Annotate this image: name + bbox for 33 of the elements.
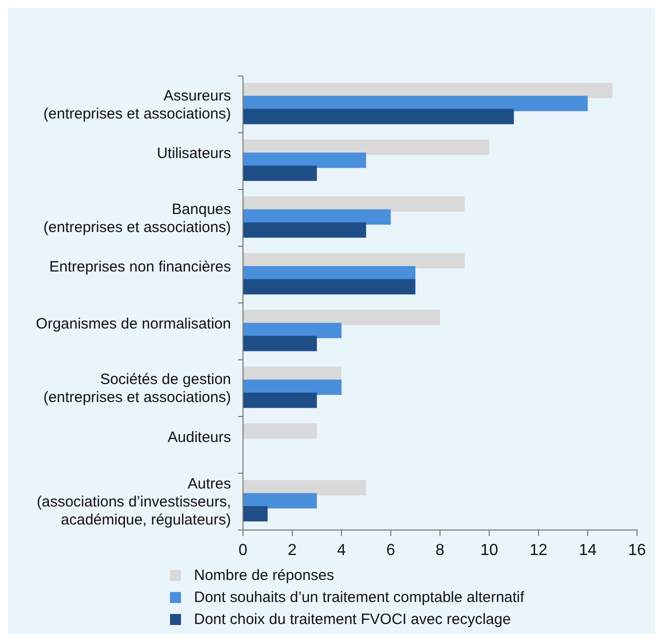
bar <box>243 108 514 124</box>
bar <box>243 222 366 238</box>
y-tick-label: Banques (entreprises et associations) <box>43 200 231 236</box>
bar <box>243 166 317 181</box>
bar <box>243 140 490 155</box>
bar <box>243 480 366 496</box>
x-tick-label: 8 <box>436 542 445 559</box>
legend-label: Dont souhaits d’un traitement comptable alternatif <box>194 589 526 606</box>
x-tick-label: 14 <box>578 542 597 559</box>
y-tick-label: Entreprises non financières <box>49 258 231 276</box>
y-tick-label: Autres (associations d’investisseurs, académique, régulateurs) <box>36 476 231 529</box>
x-tick-label: 4 <box>337 542 346 559</box>
bar <box>243 279 416 294</box>
x-tick-label: 2 <box>288 542 297 559</box>
legend-label: Dont choix du traitement FVOCI avec recyclage <box>194 611 511 628</box>
y-tick-label: Assureurs (entreprises et associations) <box>43 87 231 122</box>
y-tick-label: Auditeurs <box>168 428 231 446</box>
x-tick-label: 6 <box>386 542 396 559</box>
bar <box>243 152 366 168</box>
bar <box>243 493 317 508</box>
y-tick-label: Sociétés de gestion (entreprises et associations) <box>43 371 231 406</box>
legend-label: Nombre de réponses <box>194 567 334 584</box>
x-tick-label: 10 <box>480 542 498 559</box>
x-tick-label: 12 <box>530 542 548 559</box>
y-tick-label: Utilisateurs <box>156 145 231 162</box>
bar <box>243 392 317 408</box>
bar <box>243 506 268 522</box>
bar <box>243 336 317 352</box>
x-tick-label: 16 <box>628 542 646 559</box>
bar <box>243 310 440 326</box>
y-tick-label: Organismes de normalisation <box>36 315 231 332</box>
x-tick-label: 0 <box>238 542 248 559</box>
bar <box>243 423 317 439</box>
